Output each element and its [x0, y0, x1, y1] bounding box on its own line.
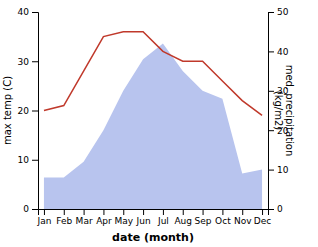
- tick-mark: [32, 111, 38, 112]
- tick: 20: [18, 106, 38, 116]
- tick-mark: [203, 209, 204, 215]
- line: [44, 32, 262, 116]
- axis-line: [39, 210, 269, 216]
- tick-label: 0: [277, 204, 283, 214]
- tick: Dec: [254, 209, 271, 226]
- tick-label: Apr: [96, 216, 112, 226]
- tick: 0: [23, 204, 38, 214]
- tick-label: 50: [277, 7, 289, 17]
- area: [44, 44, 262, 209]
- tick-label: Sep: [195, 216, 212, 226]
- tick: 40: [268, 47, 289, 57]
- tick-mark: [268, 209, 274, 210]
- tick-label: Aug: [174, 216, 192, 226]
- tick: Mar: [76, 209, 93, 226]
- plot-area: Jan Feb MarAprMayJun Jul AugSepOctNovDec 0 10 2…: [18, 7, 289, 226]
- tick-mark: [242, 209, 243, 215]
- tick-mark: [222, 209, 223, 215]
- tick-label: Jan: [37, 216, 52, 226]
- y-axis-title: max temp (C): [2, 76, 13, 145]
- tick-label: 20: [18, 106, 30, 116]
- tick-mark: [32, 61, 38, 62]
- tick-label: May: [114, 216, 133, 226]
- tick-label: 40: [277, 47, 289, 57]
- tick-label: 10: [277, 165, 289, 175]
- tick: Jun: [136, 209, 151, 226]
- tick-label: Oct: [215, 216, 231, 226]
- tick-mark: [183, 209, 184, 215]
- y2-axis-title: med. precipitation(kg/m2): [273, 65, 296, 157]
- tick-label: Mar: [76, 216, 93, 226]
- tick: 0: [268, 204, 283, 214]
- tick-mark: [44, 209, 45, 215]
- tick: 10: [18, 155, 38, 165]
- tick-label: Dec: [254, 216, 271, 226]
- tick-label: Feb: [56, 216, 72, 226]
- tick-label: 30: [18, 57, 30, 67]
- tick-mark: [64, 209, 65, 215]
- tick: 30: [18, 57, 38, 67]
- tick: Jul: [157, 209, 169, 226]
- tick-mark: [268, 12, 274, 13]
- tick-mark: [84, 209, 85, 215]
- tick-mark: [262, 209, 263, 215]
- tick: Nov: [234, 209, 252, 226]
- x-axis-title: date (month): [112, 231, 194, 244]
- marks: [44, 32, 262, 209]
- chart: Jan Feb MarAprMayJun Jul AugSepOctNovDec 0 10 2…: [0, 0, 318, 247]
- tick: Feb: [56, 209, 72, 226]
- axis-line: [32, 13, 39, 210]
- tick-mark: [268, 170, 274, 171]
- y-axis: 0 10 20 30 40: [18, 7, 39, 214]
- tick-mark: [103, 209, 104, 215]
- tick: 40: [18, 7, 38, 17]
- tick-mark: [32, 160, 38, 161]
- tick: Sep: [195, 209, 212, 226]
- tick: 50: [268, 7, 289, 17]
- tick-label: 10: [18, 155, 30, 165]
- tick: 10: [268, 165, 289, 175]
- tick-mark: [163, 209, 164, 215]
- x-axis: Jan Feb MarAprMayJun Jul AugSepOctNovDec: [37, 209, 272, 226]
- tick: Aug: [174, 209, 192, 226]
- tick-label: Jul: [157, 216, 169, 226]
- tick-label: Nov: [234, 216, 252, 226]
- tick: May: [114, 209, 133, 226]
- tick: Oct: [215, 209, 231, 226]
- tick-mark: [32, 12, 38, 13]
- tick-mark: [143, 209, 144, 215]
- tick: Jan: [37, 209, 52, 226]
- tick-mark: [268, 130, 274, 131]
- tick-mark: [268, 51, 274, 52]
- tick-label: 0: [23, 204, 29, 214]
- tick-label: 40: [18, 7, 30, 17]
- tick-mark: [123, 209, 124, 215]
- tick-mark: [32, 209, 38, 210]
- tick: Apr: [96, 209, 112, 226]
- tick-label: Jun: [136, 216, 151, 226]
